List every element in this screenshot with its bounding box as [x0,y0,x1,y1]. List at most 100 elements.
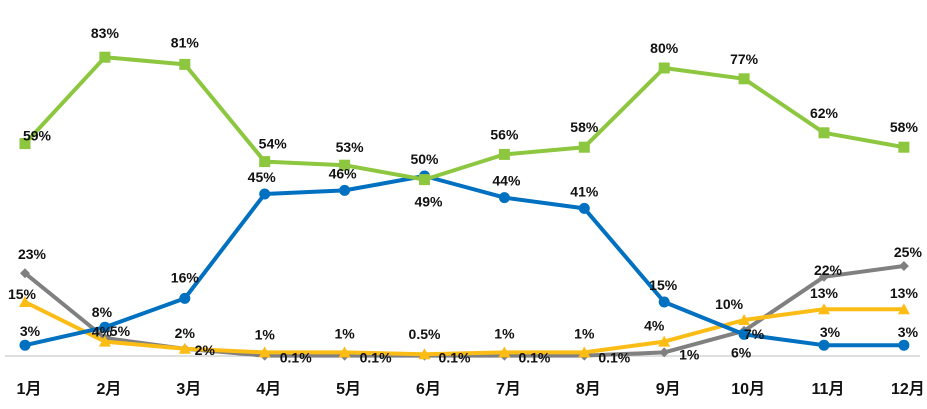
series-blue-label-10: 6% [731,344,752,360]
series-gray-point-9 [659,347,670,358]
series-yellow-point-7 [498,346,511,358]
series-yellow-label-11: 13% [810,285,839,301]
series-layer [19,51,910,361]
series-yellow-point-9 [658,335,671,347]
series-green-label-3: 81% [171,34,200,50]
series-green-point-1 [19,138,31,150]
x-tick-label-5: 5月 [336,380,361,398]
series-gray-point-1 [20,268,30,279]
series-yellow-point-4 [258,346,271,358]
x-tick-label-6: 6月 [416,380,441,398]
series-yellow-label-10: 10% [715,296,744,312]
series-gray-label-12: 25% [894,244,923,260]
series-yellow-line [24,300,904,357]
series-green-label-7: 56% [490,126,519,142]
x-tick-label-7: 7月 [496,380,521,398]
series-blue-label-7: 44% [492,173,521,189]
x-tick-label-9: 9月 [656,380,681,398]
series-yellow-label-7: 1% [494,325,515,341]
series-yellow-point-12 [897,303,910,315]
x-tick-label-1: 1月 [17,380,42,398]
series-blue [19,170,910,351]
x-tick-label-10: 10月 [731,380,765,398]
x-tick-label-3: 3月 [176,380,201,398]
series-green-label-11: 62% [810,105,839,121]
series-blue-point-9 [658,296,670,308]
series-green-point-8 [578,141,590,153]
series-green-point-2 [99,51,111,63]
series-gray-point-12 [898,261,909,271]
series-green-label-12: 58% [890,119,919,135]
series-green-label-10: 77% [730,51,759,67]
series-blue-point-3 [179,292,191,304]
series-yellow-point-8 [578,346,591,358]
series-yellow-point-5 [338,346,351,358]
series-gray-label-1: 23% [18,246,47,262]
series-blue-point-8 [578,202,590,214]
series-yellow-point-2 [98,335,111,347]
series-gray-label-7: 0.1% [518,350,550,366]
series-blue-point-12 [898,339,910,351]
series-yellow-label-12: 13% [890,285,919,301]
series-blue-label-12: 3% [898,324,919,340]
series-blue-point-5 [339,184,351,196]
series-green-label-2: 83% [91,25,120,41]
series-yellow-point-6 [418,348,431,360]
series-yellow-label-6: 0.5% [409,326,441,342]
series-yellow-label-3: 2% [175,325,196,341]
series-green-point-4 [259,156,271,168]
series-yellow-label-2: 4% [92,324,113,340]
series-blue-label-5: 46% [329,165,358,181]
x-tick-label-4: 4月 [256,380,281,398]
data-label-layer: 59% 83% 81% 54% 53% 49% 56% 58% 80% 77% 62% 58% 3% 8%… [8,25,922,365]
series-gray-label-10: 7% [744,326,765,342]
series-green-point-11 [818,127,830,139]
series-gray-label-8: 0.1% [598,350,630,366]
series-green-label-4: 54% [259,136,288,152]
series-gray-label-2: 5% [110,323,131,339]
series-blue-label-4: 45% [248,169,277,185]
series-green-label-8: 58% [570,119,599,135]
x-tick-label-8: 8月 [576,380,601,398]
series-blue-point-2 [99,321,111,333]
series-blue-point-4 [259,188,271,200]
series-yellow-label-5: 1% [334,325,355,341]
x-tick-label-2: 2月 [96,380,121,398]
series-green-point-10 [738,73,750,85]
series-blue-line [24,174,904,348]
x-tick-label-12: 12月 [891,380,925,398]
series-yellow-point-10 [738,314,751,325]
x-tick-label-11: 11月 [812,380,845,398]
series-yellow [19,296,910,360]
series-gray-line [23,264,905,358]
series-gray-label-4: 0.1% [280,350,312,366]
series-yellow-point-11 [818,303,830,315]
series-green-point-12 [898,141,910,153]
series-gray-point-11 [819,271,829,282]
series-green-point-3 [179,58,191,70]
x-tick-layer: 1月 2月 3月 4月 5月 6月 7月 8月 9月 10月 11月 12月 [17,380,925,398]
series-yellow-point-3 [178,342,191,354]
series-blue-label-3: 16% [171,269,200,285]
series-green-label-6: 49% [414,194,443,210]
series-green-label-9: 80% [650,40,679,56]
series-yellow-label-9: 4% [644,318,665,334]
series-blue-point-10 [738,328,750,340]
series-yellow-label-1: 15% [8,286,37,302]
series-gray-label-5: 0.1% [360,350,392,366]
series-gray-label-9: 1% [679,346,700,362]
series-gray-label-6: 0.1% [439,350,471,366]
series-green-point-5 [339,159,351,171]
series-blue-point-11 [818,339,830,351]
series-green-line [23,55,905,182]
series-blue-label-11: 3% [820,324,841,340]
series-green-point-9 [658,62,670,74]
series-gray-label-11: 22% [814,262,843,278]
series-yellow-point-1 [19,296,31,307]
series-blue-point-1 [19,339,31,351]
series-blue-label-9: 15% [649,277,678,293]
series-blue-point-7 [498,192,510,204]
series-green-label-5: 53% [336,139,365,155]
series-green-point-7 [498,148,510,160]
